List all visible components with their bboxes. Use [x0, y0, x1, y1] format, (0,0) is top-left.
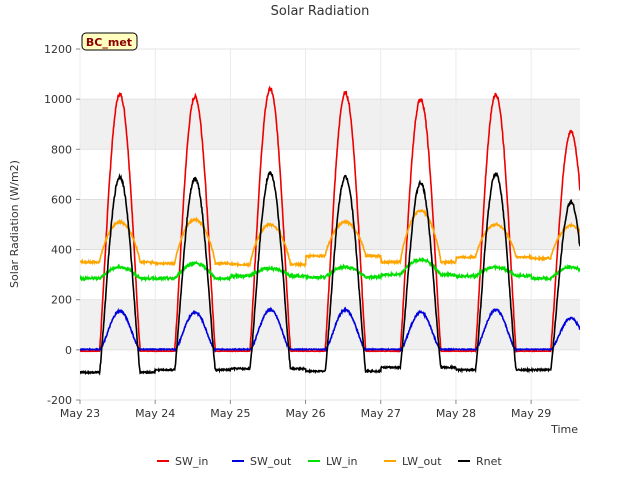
x-tick-label: May 27: [361, 407, 401, 420]
x-tick-label: May 23: [60, 407, 100, 420]
y-tick-label: 1200: [44, 43, 72, 56]
y-tick-label: 600: [51, 193, 72, 206]
legend-label-rnet: Rnet: [476, 455, 502, 468]
x-tick-label: May 25: [210, 407, 250, 420]
y-tick-label: 1000: [44, 93, 72, 106]
legend-label-sw_out: SW_out: [250, 455, 292, 468]
x-tick-label: May 29: [511, 407, 551, 420]
series-line-rnet: [80, 171, 580, 376]
station-badge-label: BC_met: [86, 36, 132, 49]
y-tick-label: -200: [47, 394, 72, 407]
series-line-lw_out: [80, 208, 580, 269]
station-badge: [81, 32, 138, 51]
x-tick-label: May 24: [135, 407, 175, 420]
legend-label-sw_in: SW_in: [175, 455, 208, 468]
y-tick-label: 400: [51, 244, 72, 257]
y-tick-label: 800: [51, 143, 72, 156]
x-tick-label: May 28: [436, 407, 476, 420]
legend-label-lw_out: LW_out: [402, 455, 442, 468]
x-tick-label: May 26: [285, 407, 325, 420]
grid-band: [80, 99, 580, 150]
series-line-sw_in: [80, 85, 580, 354]
y-axis-label: Solar Radiation (W/m2): [8, 160, 21, 288]
y-tick-label: 200: [51, 294, 72, 307]
x-axis-label: Time: [550, 423, 578, 436]
y-tick-label: 0: [65, 344, 72, 357]
legend-label-lw_in: LW_in: [326, 455, 358, 468]
series-line-lw_in: [80, 256, 580, 283]
chart-title: Solar Radiation: [271, 4, 370, 19]
series-line-sw_out: [80, 306, 580, 353]
